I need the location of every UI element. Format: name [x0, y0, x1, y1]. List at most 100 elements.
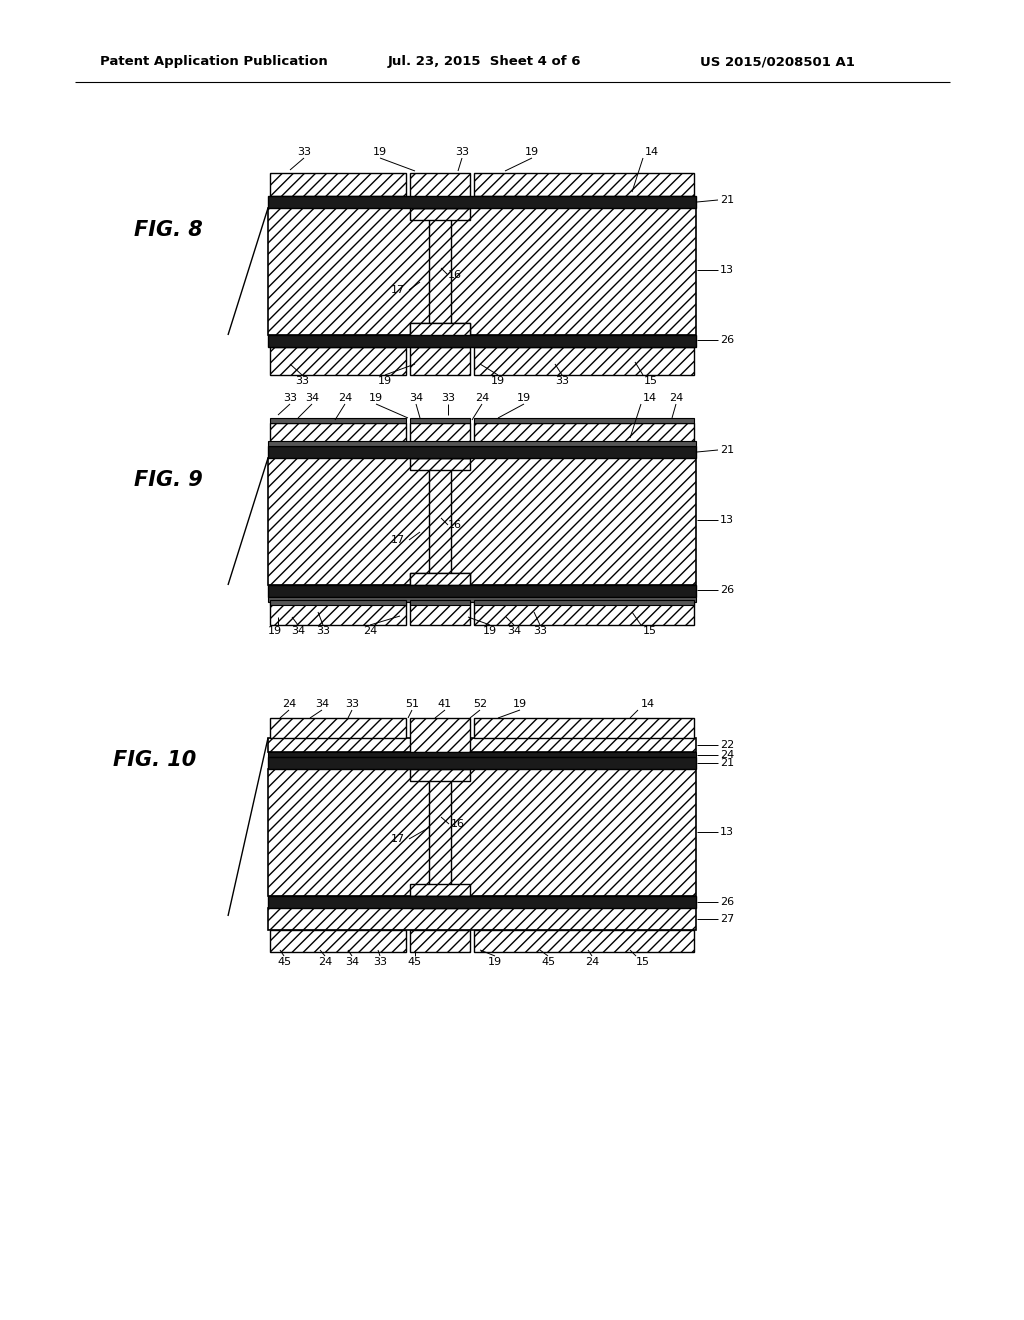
Bar	[268, 770, 696, 896]
Text: 34: 34	[345, 957, 359, 968]
Text: 45: 45	[276, 957, 291, 968]
Text: 24: 24	[282, 700, 296, 709]
Text: 33: 33	[295, 376, 309, 385]
Text: 21: 21	[720, 758, 734, 768]
Bar	[268, 441, 696, 446]
Bar	[474, 173, 694, 195]
Bar	[429, 770, 451, 896]
Text: 19: 19	[268, 626, 282, 636]
Text: 24: 24	[669, 393, 683, 403]
Text: 45: 45	[408, 957, 422, 968]
Text: 27: 27	[720, 913, 734, 924]
Bar	[410, 884, 470, 896]
Text: 13: 13	[720, 265, 734, 275]
Text: 24: 24	[720, 750, 734, 760]
Bar	[270, 347, 406, 375]
Bar	[410, 573, 470, 585]
Text: 24: 24	[338, 393, 352, 403]
Bar	[410, 602, 470, 624]
Text: 17: 17	[391, 834, 406, 843]
Bar	[474, 931, 694, 952]
Text: 33: 33	[534, 626, 547, 636]
Text: 19: 19	[378, 376, 392, 385]
Text: 33: 33	[316, 626, 330, 636]
Text: 16: 16	[451, 818, 465, 829]
Bar	[410, 573, 470, 585]
Text: 33: 33	[345, 700, 359, 709]
Text: 33: 33	[555, 376, 569, 385]
Bar	[474, 718, 694, 738]
Text: 19: 19	[513, 700, 527, 709]
Bar	[410, 422, 470, 458]
Bar	[410, 323, 470, 335]
Bar	[410, 718, 470, 752]
Bar	[410, 770, 470, 781]
Text: 34: 34	[291, 626, 305, 636]
Text: 19: 19	[488, 957, 502, 968]
Bar	[268, 597, 696, 602]
Bar	[429, 209, 451, 335]
Text: 26: 26	[720, 585, 734, 595]
Text: 19: 19	[483, 626, 497, 636]
Bar	[410, 601, 470, 605]
Text: 16: 16	[449, 271, 462, 280]
Text: 41: 41	[438, 700, 452, 709]
Text: 16: 16	[449, 520, 462, 531]
Text: 13: 13	[720, 828, 734, 837]
Text: 19: 19	[490, 376, 505, 385]
Bar	[429, 458, 451, 585]
Bar	[410, 173, 470, 209]
Text: 24: 24	[585, 957, 599, 968]
Text: 17: 17	[391, 285, 406, 294]
Bar	[474, 418, 694, 422]
Text: 33: 33	[283, 393, 297, 403]
Text: 34: 34	[305, 393, 319, 403]
Text: 14: 14	[643, 393, 657, 403]
Text: 24: 24	[362, 626, 377, 636]
Text: 45: 45	[541, 957, 555, 968]
Text: 14: 14	[641, 700, 655, 709]
Text: US 2015/0208501 A1: US 2015/0208501 A1	[700, 55, 855, 69]
Text: 14: 14	[645, 147, 659, 157]
Bar	[474, 601, 694, 605]
Text: 33: 33	[373, 957, 387, 968]
Bar	[270, 173, 406, 195]
Text: FIG. 10: FIG. 10	[114, 750, 197, 770]
Text: 15: 15	[636, 957, 650, 968]
Bar	[474, 347, 694, 375]
Bar	[268, 446, 696, 458]
Text: 24: 24	[475, 393, 489, 403]
Text: Patent Application Publication: Patent Application Publication	[100, 55, 328, 69]
Text: 19: 19	[517, 393, 531, 403]
Bar	[268, 585, 696, 597]
Text: 33: 33	[441, 393, 455, 403]
Bar	[474, 602, 694, 624]
Bar	[268, 752, 696, 756]
Text: 34: 34	[315, 700, 329, 709]
Bar	[268, 896, 696, 908]
Text: 24: 24	[317, 957, 332, 968]
Bar	[474, 422, 694, 446]
Bar	[268, 209, 696, 335]
Text: 21: 21	[720, 445, 734, 455]
Bar	[270, 602, 406, 624]
Bar	[270, 422, 406, 446]
Text: 19: 19	[373, 147, 387, 157]
Text: 19: 19	[369, 393, 383, 403]
Bar	[270, 931, 406, 952]
Text: FIG. 8: FIG. 8	[133, 220, 203, 240]
Bar	[410, 931, 470, 952]
Text: 13: 13	[720, 515, 734, 525]
Text: 52: 52	[473, 700, 487, 709]
Text: FIG. 9: FIG. 9	[133, 470, 203, 490]
Bar	[410, 458, 470, 470]
Text: 26: 26	[720, 335, 734, 345]
Bar	[410, 896, 470, 908]
Text: 33: 33	[297, 147, 311, 157]
Text: 22: 22	[720, 741, 734, 750]
Text: 15: 15	[643, 626, 657, 636]
Text: 19: 19	[525, 147, 539, 157]
Text: 34: 34	[507, 626, 521, 636]
Text: 33: 33	[455, 147, 469, 157]
Bar	[268, 335, 696, 347]
